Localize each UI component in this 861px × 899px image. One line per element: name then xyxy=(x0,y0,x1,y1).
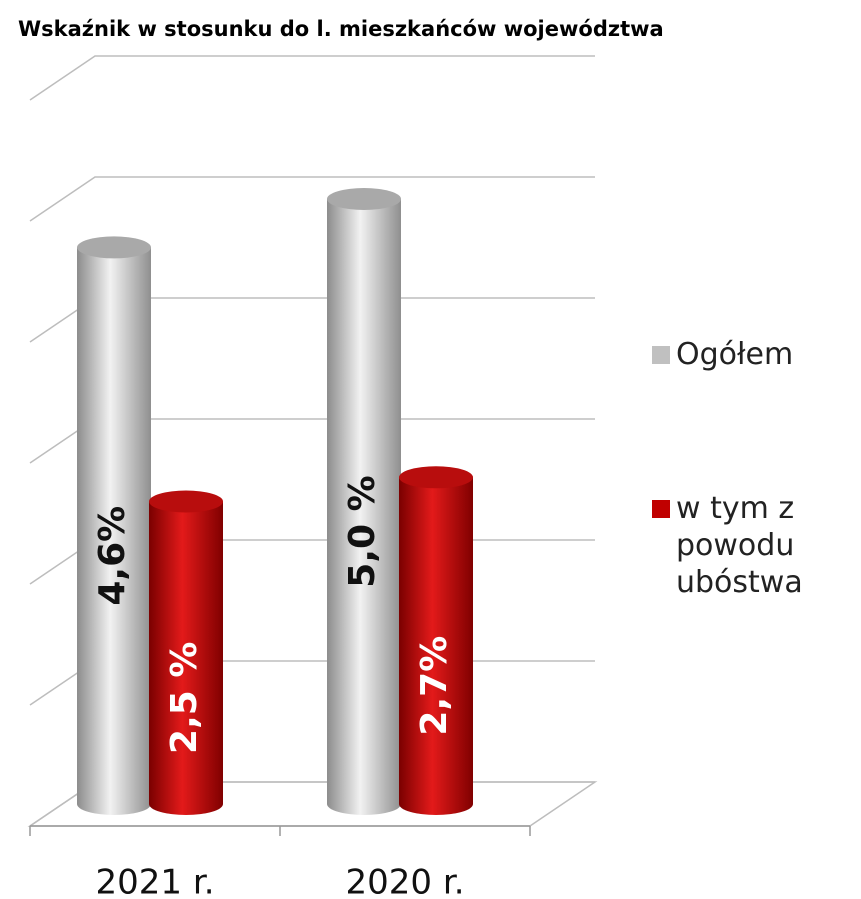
bar xyxy=(327,188,401,815)
legend-item: Ogółem xyxy=(652,336,852,373)
bar-body xyxy=(327,199,401,815)
grid-line xyxy=(29,55,595,101)
x-tick-label: 2020 r. xyxy=(346,863,465,899)
bar xyxy=(149,490,223,815)
legend-swatch xyxy=(652,346,670,364)
data-label: 2,5 % xyxy=(164,642,205,754)
data-label: 4,6% xyxy=(92,506,133,606)
legend-swatch xyxy=(652,500,670,518)
bar xyxy=(399,466,473,815)
legend-item: w tym z powodu ubóstwa xyxy=(652,490,852,601)
legend-label: Ogółem xyxy=(676,337,794,372)
bar xyxy=(77,236,151,815)
data-label: 2,7% xyxy=(414,636,455,736)
bar-body xyxy=(399,477,473,815)
legend-label: w tym z powodu ubóstwa xyxy=(676,491,803,600)
bar-top xyxy=(399,466,473,489)
chart-title: Wskaźnik w stosunku do l. mieszkańców wo… xyxy=(18,17,664,41)
bar-body xyxy=(77,247,151,815)
bar-top xyxy=(327,188,401,210)
x-tick-label: 2021 r. xyxy=(96,863,215,899)
grid-line xyxy=(29,176,595,222)
data-label: 5,0 % xyxy=(342,475,383,587)
bar-top xyxy=(149,490,223,513)
bar-top xyxy=(77,236,151,259)
bar-body xyxy=(149,501,223,815)
